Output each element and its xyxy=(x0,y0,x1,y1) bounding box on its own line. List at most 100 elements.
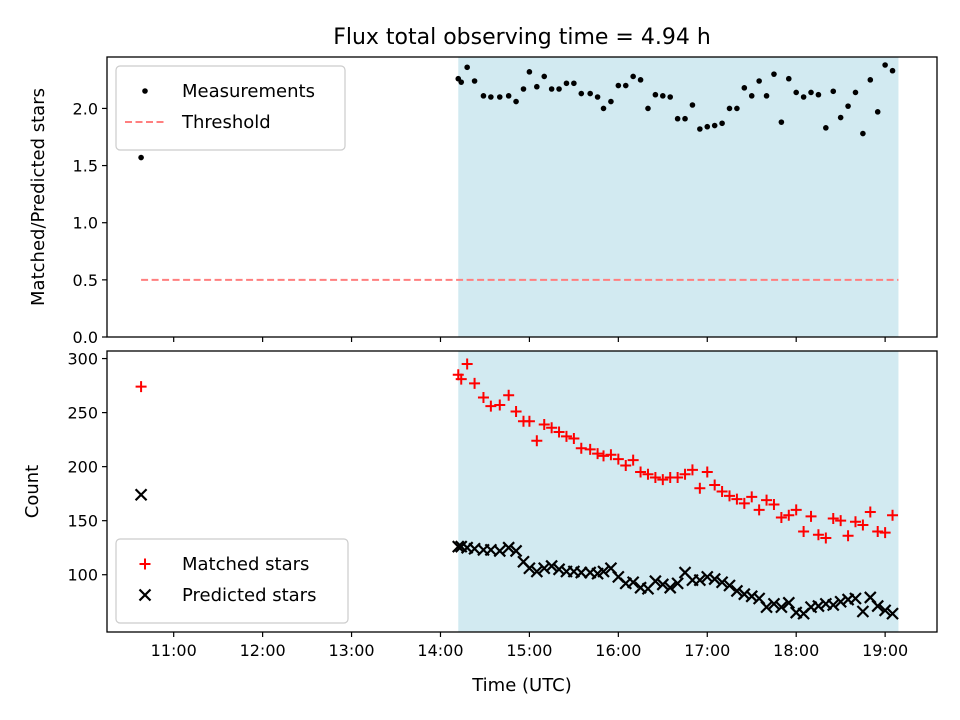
data-point xyxy=(560,430,572,442)
data-point xyxy=(689,102,696,108)
data-point xyxy=(775,511,787,523)
data-point xyxy=(768,498,780,510)
data-point xyxy=(761,494,773,506)
y-tick-label: 1.5 xyxy=(73,157,98,176)
data-point xyxy=(485,400,497,412)
data-point xyxy=(469,377,481,389)
data-point xyxy=(860,130,866,137)
data-point xyxy=(679,468,691,480)
count-panel-y-axis-label: Count xyxy=(22,465,43,518)
y-tick-label: 300 xyxy=(67,350,98,369)
count-panel: 100 150 200 250 300 11:00 12:00 13:00 14:00 15:00… xyxy=(22,350,938,696)
data-point xyxy=(800,94,807,100)
data-point xyxy=(889,67,896,74)
observing-window-shade xyxy=(458,351,899,632)
x-tick-label: 16:00 xyxy=(595,641,641,660)
data-point xyxy=(760,600,773,614)
data-point xyxy=(461,358,473,370)
data-point xyxy=(477,391,489,403)
data-point xyxy=(886,607,899,620)
legend-box xyxy=(115,65,346,151)
data-point xyxy=(657,474,669,486)
data-point xyxy=(531,435,543,447)
data-point xyxy=(458,79,465,85)
legend-label: Threshold xyxy=(181,112,271,133)
data-point xyxy=(597,565,610,578)
x-tick-label: 19:00 xyxy=(862,641,908,660)
data-point xyxy=(480,93,487,99)
data-point xyxy=(642,468,654,480)
data-point xyxy=(826,598,840,612)
data-point xyxy=(820,532,832,544)
data-point xyxy=(509,544,523,558)
data-point xyxy=(852,89,859,96)
data-point xyxy=(538,418,550,430)
data-point xyxy=(612,453,624,465)
y-tick-label: 0.0 xyxy=(73,328,98,347)
data-point xyxy=(615,82,622,89)
data-point xyxy=(778,119,785,125)
legend-marker xyxy=(142,88,148,94)
data-point xyxy=(608,98,614,105)
data-point xyxy=(748,93,755,99)
data-point xyxy=(719,120,725,127)
ratio-panel-frame xyxy=(106,56,938,338)
data-point xyxy=(637,77,644,83)
data-point xyxy=(464,64,470,71)
data-point xyxy=(857,519,869,531)
data-point xyxy=(753,504,765,516)
legend-marker xyxy=(138,588,152,602)
y-tick-label: 2.0 xyxy=(73,99,98,118)
data-point xyxy=(587,90,593,97)
data-point xyxy=(674,115,681,122)
data-point xyxy=(620,460,632,472)
data-point xyxy=(887,509,899,521)
legend-label: Matched stars xyxy=(182,554,309,575)
x-tick-label: 11:00 xyxy=(151,641,197,660)
data-point xyxy=(635,466,647,478)
data-point xyxy=(652,91,659,98)
data-point xyxy=(552,563,566,576)
data-point xyxy=(745,590,759,603)
data-point xyxy=(775,600,788,614)
data-point xyxy=(598,450,610,462)
data-point xyxy=(667,94,674,100)
data-point xyxy=(805,510,817,522)
y-tick-label: 1.0 xyxy=(73,214,98,233)
data-point xyxy=(594,94,601,100)
count-panel-x-axis-label: Time (UTC) xyxy=(471,675,572,696)
data-point xyxy=(724,490,735,502)
data-point xyxy=(827,513,839,525)
data-point xyxy=(568,433,580,445)
data-point xyxy=(537,561,551,575)
data-point xyxy=(882,62,888,68)
data-point xyxy=(627,454,639,466)
data-point xyxy=(785,75,792,82)
ratio-panel: 0.00.51.01.52.0 Matched/Predicted stars … xyxy=(28,56,938,347)
data-point xyxy=(672,471,684,483)
y-tick-label: 0.5 xyxy=(73,271,98,290)
data-point xyxy=(700,570,714,584)
data-point xyxy=(630,73,636,80)
data-point xyxy=(563,80,570,87)
data-point xyxy=(584,443,596,455)
data-point xyxy=(520,86,527,92)
data-point xyxy=(872,525,884,537)
data-point xyxy=(656,578,670,591)
data-point xyxy=(523,415,535,427)
data-point xyxy=(471,78,478,84)
data-point xyxy=(716,486,728,497)
data-point xyxy=(726,105,733,112)
data-point xyxy=(571,80,577,87)
data-point xyxy=(513,98,519,105)
data-point xyxy=(545,559,558,573)
legend-label: Measurements xyxy=(182,81,315,102)
data-point xyxy=(738,497,750,509)
data-point xyxy=(575,566,588,579)
data-point xyxy=(701,466,713,478)
data-point xyxy=(600,105,607,112)
data-point xyxy=(548,86,555,92)
data-point xyxy=(510,406,522,418)
data-point xyxy=(871,599,884,613)
data-point xyxy=(135,381,147,393)
